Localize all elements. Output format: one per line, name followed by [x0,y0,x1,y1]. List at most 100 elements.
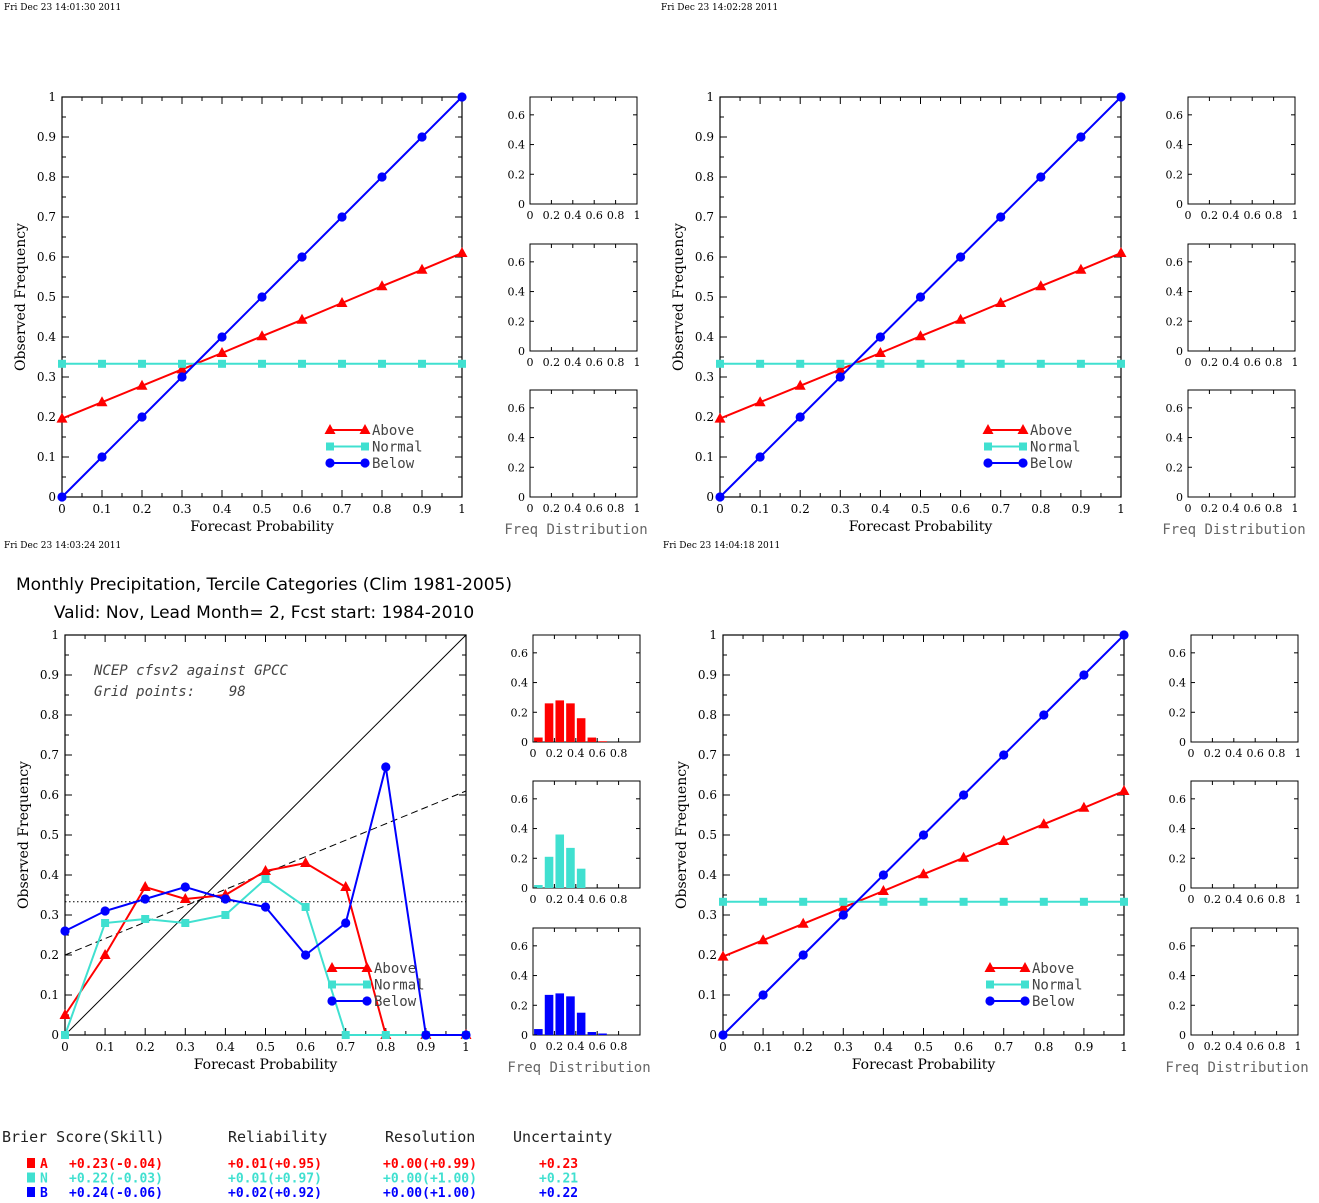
legend-label: Normal [1030,440,1081,456]
x-tick-label: 0.7 [991,502,1010,516]
data-point-normal [221,911,230,919]
data-point-above [179,893,191,903]
legend-marker [982,424,994,434]
freq-y-tick-label: 0.6 [1166,109,1184,122]
freq-bar-normal [576,868,586,888]
freq-x-tick-label: 0.2 [1204,893,1222,906]
freq-x-tick-label: 0 [527,209,534,222]
freq-panel-above: 0 0.2 0.4 0.6 0.800.20.40.6 [511,634,641,760]
legend-marker [1019,962,1031,972]
y-tick-label: 0.2 [698,948,717,962]
main-title: Monthly Precipitation, Tercile Categorie… [16,575,512,595]
freq-x-tick-label: 0 [1185,356,1192,369]
legend-marker [1021,980,1029,989]
freq-panel-normal: 0 0.2 0.4 0.6 0.800.20.40.6 [511,780,641,906]
legend-entry-above: Above [324,423,414,439]
x-tick-label: 0 [716,502,724,516]
freq-x-tick-label: 0.8 [610,747,628,760]
freq-frame [532,634,641,743]
x-tick-label: 0.1 [751,502,770,516]
x-tick-label: 0.4 [874,1040,893,1054]
x-tick-label: 0.3 [831,502,850,516]
data-point-normal [916,359,925,368]
legend-marker [986,980,994,989]
x-tick-label: 0.2 [791,502,810,516]
legend-label: Below [1032,994,1075,1010]
y-tick-label: 0.5 [40,828,59,842]
data-point-below [755,452,765,462]
x-axis-label: Forecast Probability [190,519,334,535]
freq-y-tick-label: 0.4 [511,970,529,983]
brier-uncertainty: +0.21 [539,1172,578,1187]
data-point-above [955,313,967,324]
freq-x-tick-label: 0.8 [1268,1040,1286,1053]
data-point-below [220,894,230,904]
brier-row-n: N +0.22(-0.03) +0.01(+0.97) +0.00(+1.00) +0.… [27,1172,578,1187]
data-point-above [837,901,849,912]
reliability-panel-bottom-right: 0 0.1 0.2 0.3 0.4 0.5 0.6 0.7 0.8 0.9 1 0 0.1 0.2 0.3 0… [674,628,1309,1076]
y-tick-label: 0.5 [698,828,717,842]
freq-y-tick-label: 0.4 [511,677,529,690]
data-point-normal [301,903,310,911]
data-point-normal [996,359,1005,368]
freq-x-tick-label: 0.2 [546,893,564,906]
data-point-above [176,363,188,374]
series-above [714,247,1127,423]
freq-x-tick-label: 0 [1188,1040,1195,1053]
data-point-above [59,1009,71,1019]
data-point-below [999,750,1009,760]
series-normal [716,359,1125,368]
data-point-normal [1036,359,1045,368]
freq-x-tick-label: 0 [1185,502,1192,515]
legend-marker [324,424,336,434]
data-point-above [918,868,929,879]
data-point-normal [1079,897,1088,906]
freq-y-tick-label: 0.6 [1166,402,1184,415]
data-point-above [456,247,468,257]
freq-bar-below [555,993,565,1035]
freq-x-tick-label: 0.4 [564,356,582,369]
freq-x-tick-label: 0.6 [588,893,606,906]
legend-label: Normal [374,978,425,994]
freq-x-tick-label: 1 [1295,893,1302,906]
freq-y-tick-label: 0.2 [1169,999,1187,1012]
series-below [57,92,467,502]
data-point-below [180,882,190,892]
freq-x-tick-label: 0.6 [1246,747,1264,760]
freq-y-tick-label: 0 [518,198,525,211]
freq-bar-above [587,737,597,742]
freq-panel-below: 0 0.2 0.4 0.6 0.8 100.20.40.6 [1166,389,1299,515]
legend-label: Normal [1032,978,1083,994]
freq-x-tick-label: 0.4 [567,747,585,760]
freq-bar-above [576,718,586,742]
x-tick-label: 0.6 [951,502,970,516]
freq-bar-above [598,741,607,742]
freq-y-tick-label: 0.2 [1166,168,1184,181]
data-point-normal [756,359,765,368]
freq-y-tick-label: 0.6 [508,402,526,415]
data-point-below [297,252,307,262]
freq-x-tick-label: 0.4 [1225,1040,1243,1053]
freq-x-tick-label: 0.2 [543,502,561,515]
brier-category: N [40,1172,48,1187]
series-above [717,785,1130,961]
data-point-above [714,412,726,423]
legend-marker [325,458,335,468]
freq-x-tick-label: 1 [1292,502,1299,515]
data-point-below [1039,710,1049,720]
x-tick-label: 0 [61,1040,69,1054]
freq-x-tick-label: 0 [530,747,537,760]
freq-y-tick-label: 0.2 [1166,461,1184,474]
x-axis-label: Forecast Probability [194,1057,338,1073]
data-point-normal [378,359,386,368]
data-point-above [139,881,151,891]
x-tick-label: 0.4 [871,502,890,516]
freq-x-tick-label: 0.2 [546,747,564,760]
legend-marker [1018,458,1028,468]
data-point-normal [839,897,848,906]
freq-panel-above: 0 0.2 0.4 0.6 0.8 100.20.40.6 [1166,96,1299,222]
data-point-above [376,280,388,291]
x-tick-label: 0.8 [376,1040,395,1054]
y-tick-label: 0.9 [695,130,714,144]
freq-x-tick-label: 0.8 [610,893,628,906]
